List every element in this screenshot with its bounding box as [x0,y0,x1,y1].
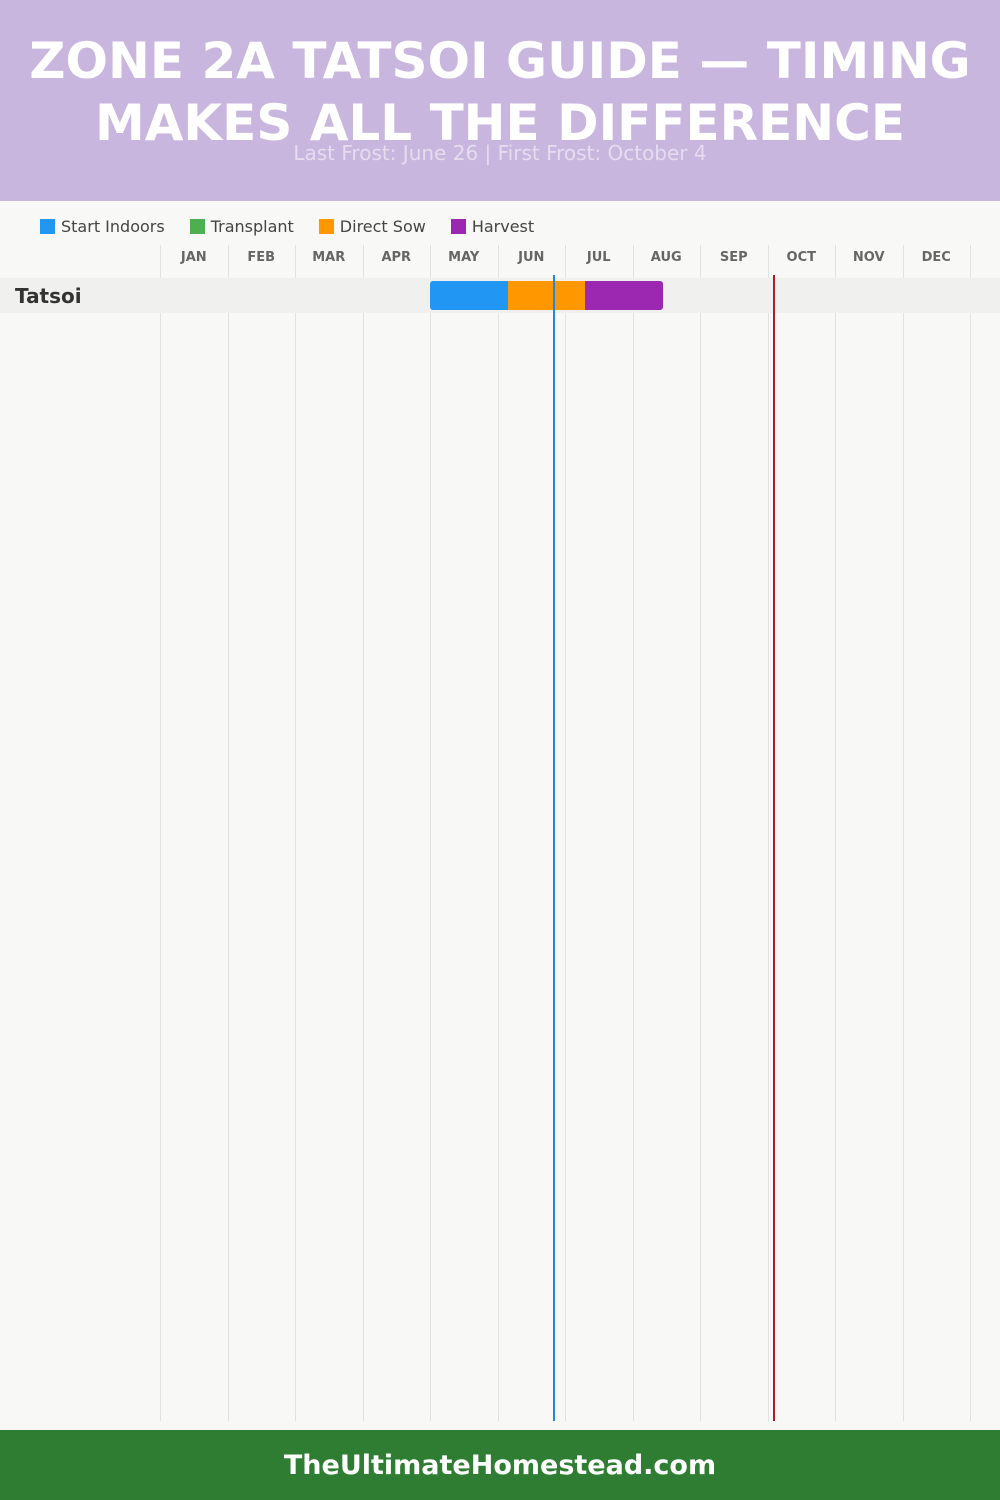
legend-item-harvest: Harvest [450,216,535,236]
legend-label-start-indoors: Start Indoors [61,216,165,236]
bar-direct-sow [507,281,586,310]
last-frost-line [553,275,556,1421]
grid-line [902,245,904,1421]
row-label: Tatsoi [15,284,82,308]
legend-label-direct-sow: Direct Sow [339,216,426,236]
footer: TheUltimateHomestead.com [0,1430,1000,1500]
header-banner: ZONE 2A TATSOI GUIDE — TIMING MAKES ALL … [0,0,1000,201]
bar-start-indoors [430,281,508,310]
month-label-feb: FEB [247,250,276,265]
month-label-aug: AUG [650,250,682,265]
month-label-may: MAY [448,250,480,265]
legend-swatch-direct-sow [318,218,334,234]
grid-line [970,245,971,1421]
legend-item-transplant: Transplant [189,216,294,236]
grid-line [362,245,364,1421]
bar-harvest [585,281,663,310]
legend-item-start-indoors: Start Indoors [40,217,165,236]
month-label-sep: SEP [719,250,748,265]
legend-label-transplant: Transplant [210,216,294,236]
grid-line [430,245,431,1421]
month-label-jun: JUN [518,250,545,265]
month-label-mar: MAR [312,250,346,265]
grid-line [700,245,701,1421]
grid-line [565,245,566,1421]
month-label-nov: NOV [852,250,885,265]
month-label-oct: OCT [786,250,816,265]
footer-site-link[interactable]: TheUltimateHomestead.com [283,1449,717,1481]
legend: Start Indoors Transplant Direct Sow Harv… [40,214,534,238]
month-label-jan: JAN [180,250,207,265]
grid-line [497,245,499,1421]
grid-line [632,245,634,1421]
legend-swatch-harvest [450,218,466,234]
page-title: ZONE 2A TATSOI GUIDE — TIMING MAKES ALL … [29,32,971,152]
month-label-dec: DEC [921,250,951,265]
grid-line [767,245,769,1421]
legend-label-harvest: Harvest [471,216,535,236]
grid-line [295,245,296,1421]
legend-swatch-transplant [189,218,205,234]
grid-line [227,245,229,1421]
first-frost-line [773,275,776,1421]
month-label-apr: APR [381,250,412,265]
legend-swatch-start-indoors [40,218,55,234]
grid-line [835,245,836,1421]
grid-line [160,245,161,1421]
month-label-jul: JUL [586,250,611,265]
frost-dates-subtitle: Last Frost: June 26 | First Frost: Octob… [293,141,707,165]
legend-item-direct-sow: Direct Sow [318,216,426,236]
